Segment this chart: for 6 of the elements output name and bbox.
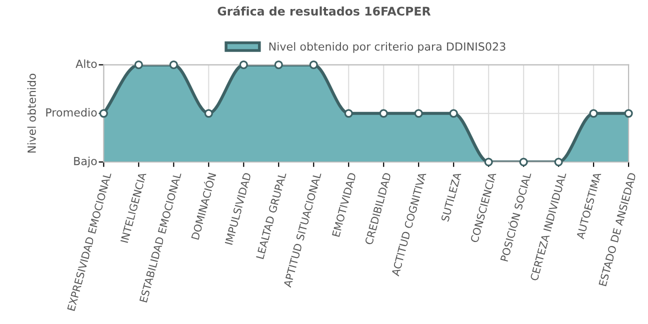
text: Alto bbox=[76, 59, 97, 68]
legend-label: Nivel obtenido por criterio para DDINIS023 bbox=[269, 42, 506, 53]
text: Promedio bbox=[46, 108, 97, 117]
chart-title: Gráfica de resultados 16FACPER bbox=[218, 6, 431, 16]
text: Bajo bbox=[74, 156, 97, 168]
y-axis-title: Nivel obtenido bbox=[27, 74, 36, 153]
